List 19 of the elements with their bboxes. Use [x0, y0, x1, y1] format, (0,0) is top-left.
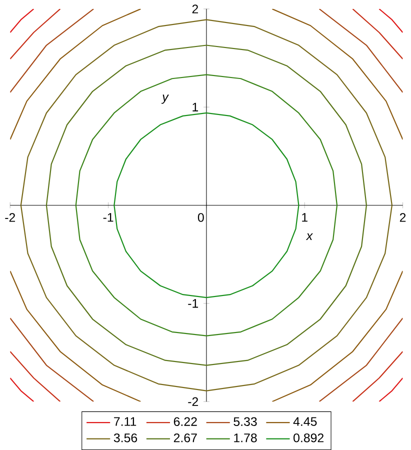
x-axis-title: x	[306, 233, 314, 240]
x-tick-label: -2	[5, 213, 16, 222]
x-tick-label: 1	[302, 213, 308, 222]
y-axis-title: y	[161, 94, 170, 104]
legend-label: 1.78	[234, 433, 257, 442]
x-tick-label: 2	[400, 213, 406, 222]
legend-label: 6.22	[174, 417, 197, 426]
x-tick-label: 0	[198, 213, 204, 222]
legend-label: 5.33	[234, 417, 257, 426]
x-tick-label: -1	[103, 213, 114, 222]
y-tick-label: -2	[188, 397, 198, 406]
y-tick-label: 2	[192, 4, 198, 14]
legend-label: 4.45	[293, 417, 317, 426]
legend-label: 3.56	[114, 433, 138, 442]
y-tick-label: 1	[192, 102, 198, 112]
legend-label: 7.11	[114, 417, 136, 426]
legend-label: 2.67	[174, 433, 197, 442]
legend-label: 0.892	[294, 433, 324, 442]
y-tick-label: -1	[188, 299, 198, 308]
